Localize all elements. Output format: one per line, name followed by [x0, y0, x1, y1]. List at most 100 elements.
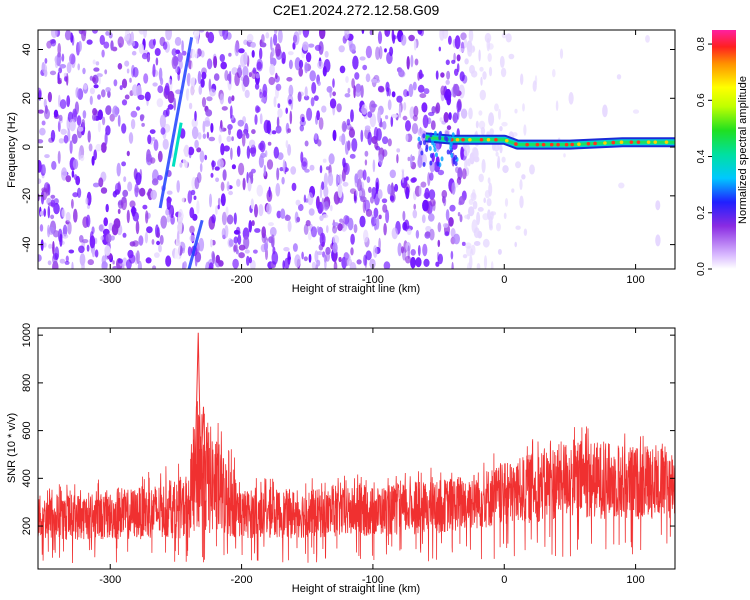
carrier-peak: [619, 140, 624, 145]
snr-ytick-label: 600: [21, 421, 33, 439]
carrier-spray: [431, 140, 435, 146]
carrier-spray: [420, 150, 424, 156]
carrier-peak: [541, 142, 546, 147]
carrier-spray: [433, 130, 437, 136]
streak-1: [187, 219, 204, 269]
carrier-peak: [514, 142, 518, 146]
snr-xtick-label: 100: [626, 574, 644, 586]
colorbar-tick-label: 0.0: [696, 262, 707, 276]
carrier-spray: [429, 153, 433, 159]
carrier-spray: [422, 161, 426, 167]
carrier-spray: [422, 140, 426, 146]
carrier-peak: [556, 142, 560, 147]
colorbar: 0.0 0.2 0.4 0.6 0.8 Normalized spectral ampl…: [696, 30, 749, 276]
carrier-spray: [422, 133, 426, 139]
carrier-spray: [452, 159, 456, 165]
spectrogram-heatmap: [38, 30, 675, 269]
carrier-peak: [593, 141, 597, 146]
carrier-peak: [636, 140, 641, 144]
snr-x-ticks: -300 -200 -100 0 100: [99, 328, 645, 586]
spectrogram-xtick-label: -100: [362, 274, 384, 286]
carrier-spray: [425, 147, 429, 153]
snr-ytick-label: 200: [21, 517, 33, 535]
spectrogram-ytick-label: -20: [21, 188, 33, 204]
carrier-peak: [468, 137, 472, 142]
carrier-peak: [586, 141, 591, 146]
spectrogram-xtick-label: -300: [99, 274, 121, 286]
spectrogram-ytick-label: 20: [21, 92, 33, 104]
carrier-peak: [570, 142, 574, 147]
spectrogram-xtick-label: 0: [501, 274, 507, 286]
snr-ytick-label: 1000: [21, 323, 33, 347]
snr-y-ticks: 200 400 600 800 1000: [21, 323, 675, 535]
carrier-peak: [577, 142, 581, 147]
carrier-spray: [445, 136, 449, 142]
colorbar-tick-label: 0.2: [696, 205, 707, 219]
spectrogram-x-ticks: -300 -200 -100 0 100: [99, 30, 645, 286]
carrier-peak: [525, 142, 529, 147]
carrier-spray: [450, 152, 454, 158]
colorbar-gradient: [712, 30, 736, 269]
carrier-spray: [446, 149, 450, 155]
carrier-spray: [440, 156, 444, 162]
snr-xtick-label: -200: [231, 574, 253, 586]
carrier-spray: [434, 152, 438, 158]
snr-panel: -300 -200 -100 0 100 200 400 600 800 1000 Height…: [6, 323, 676, 595]
spectrogram-xtick-label: -200: [231, 274, 253, 286]
carrier-spray: [433, 147, 437, 153]
snr-xtick-label: -300: [99, 574, 121, 586]
snr-ytick-label: 800: [21, 374, 33, 392]
carrier-peak: [461, 137, 465, 142]
snr-y-label: SNR (10 * v/v): [6, 413, 18, 483]
streak-0: [158, 37, 194, 209]
snr-series: [38, 332, 675, 564]
chart-title: C2E1.2024.272.12.58.G09: [273, 2, 440, 18]
carrier-spray: [438, 135, 442, 141]
carrier-peak: [664, 140, 669, 144]
snr-line: [38, 401, 675, 564]
carrier-peak: [603, 141, 607, 145]
spectrogram-y-ticks: -40 -20 0 20 40: [21, 43, 675, 253]
carrier-spray: [427, 137, 431, 143]
carrier-spray: [439, 130, 443, 136]
spectrogram-frame: [37, 29, 676, 270]
carrier-spray: [429, 132, 433, 138]
spectrogram-ytick-label: -40: [21, 237, 33, 253]
carrier-spray: [417, 136, 421, 142]
carrier-spray: [451, 132, 455, 138]
spectrogram-xtick-label: 100: [626, 274, 644, 286]
colorbar-tick-label: 0.4: [696, 149, 707, 163]
carrier-peak: [479, 137, 484, 142]
carrier-peak: [549, 142, 554, 147]
carrier-spray: [419, 140, 423, 146]
spectrogram-y-label: Frequency (Hz): [6, 112, 18, 188]
carrier-spray: [436, 161, 440, 167]
carrier-peak: [611, 140, 616, 145]
snr-x-label: Height of straight line (km): [292, 583, 420, 595]
carrier-spray: [448, 136, 452, 142]
spectrogram-ytick-label: 40: [21, 43, 33, 55]
spectrogram-ytick-label: 0: [21, 144, 33, 150]
colorbar-tick-label: 0.8: [696, 37, 707, 51]
carrier-peak: [629, 140, 634, 144]
snr-xtick-label: 0: [501, 574, 507, 586]
carrier-spray: [449, 145, 453, 151]
carrier-peak: [564, 142, 569, 147]
snr-xtick-label: -100: [362, 574, 384, 586]
carrier-peak: [653, 140, 658, 144]
carrier-spray: [429, 160, 433, 166]
streak-core: [171, 122, 183, 167]
carrier-peak: [504, 138, 509, 143]
carrier-peak: [646, 140, 651, 144]
snr-spike: [193, 332, 207, 503]
spectrogram-x-label: Height of straight line (km): [292, 283, 420, 295]
carrier-peak: [494, 137, 498, 142]
streak-gap: [173, 30, 200, 269]
snr-frame: [37, 327, 676, 570]
snr-ytick-label: 400: [21, 469, 33, 487]
carrier-peak: [535, 142, 540, 147]
colorbar-label: Normalized spectral amplitude: [737, 76, 749, 224]
